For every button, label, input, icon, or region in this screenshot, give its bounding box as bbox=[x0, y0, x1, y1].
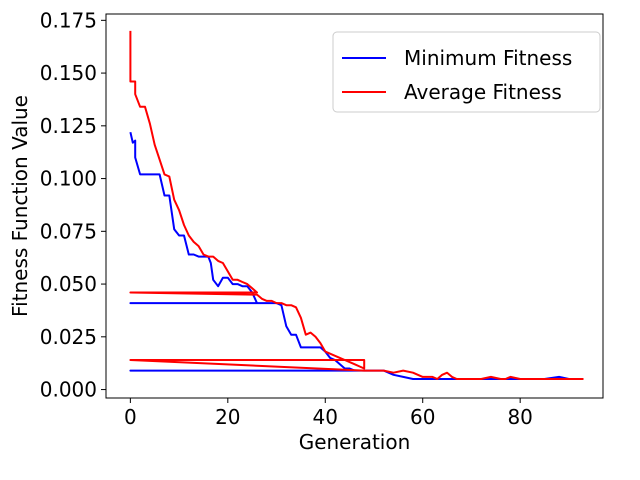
y-tick-label: 0.100 bbox=[40, 167, 97, 191]
x-axis-label: Generation bbox=[299, 430, 411, 454]
y-tick-label: 0.050 bbox=[40, 272, 97, 296]
series-layer bbox=[129, 30, 584, 380]
y-tick-label: 0.075 bbox=[40, 219, 97, 243]
y-tick-label: 0.125 bbox=[40, 114, 97, 138]
x-tick-label: 20 bbox=[215, 405, 240, 429]
legend-label-minimum-fitness: Minimum Fitness bbox=[404, 46, 572, 70]
y-tick-label: 0.000 bbox=[40, 378, 97, 402]
y-axis-label: Fitness Function Value bbox=[8, 95, 32, 317]
y-tick-label: 0.175 bbox=[40, 8, 97, 32]
y-axis-ticks: 0.000 0.025 0.050 0.075 0.100 0.125 0.150 0.175 bbox=[40, 8, 106, 402]
y-tick-label: 0.150 bbox=[40, 61, 97, 85]
legend-box bbox=[332, 31, 601, 113]
series-line-minimum-fitness bbox=[129, 131, 584, 380]
x-tick-label: 0 bbox=[124, 405, 137, 429]
plot-frame bbox=[105, 13, 604, 399]
x-tick-label: 60 bbox=[410, 405, 435, 429]
legend: Minimum Fitness Average Fitness bbox=[332, 31, 601, 113]
series-line-average-fitness bbox=[129, 30, 584, 380]
x-tick-label: 40 bbox=[313, 405, 338, 429]
y-tick-label: 0.025 bbox=[40, 325, 97, 349]
legend-label-average-fitness: Average Fitness bbox=[404, 80, 562, 104]
x-axis-ticks: 0 20 40 60 80 bbox=[124, 398, 533, 429]
x-tick-label: 80 bbox=[507, 405, 532, 429]
